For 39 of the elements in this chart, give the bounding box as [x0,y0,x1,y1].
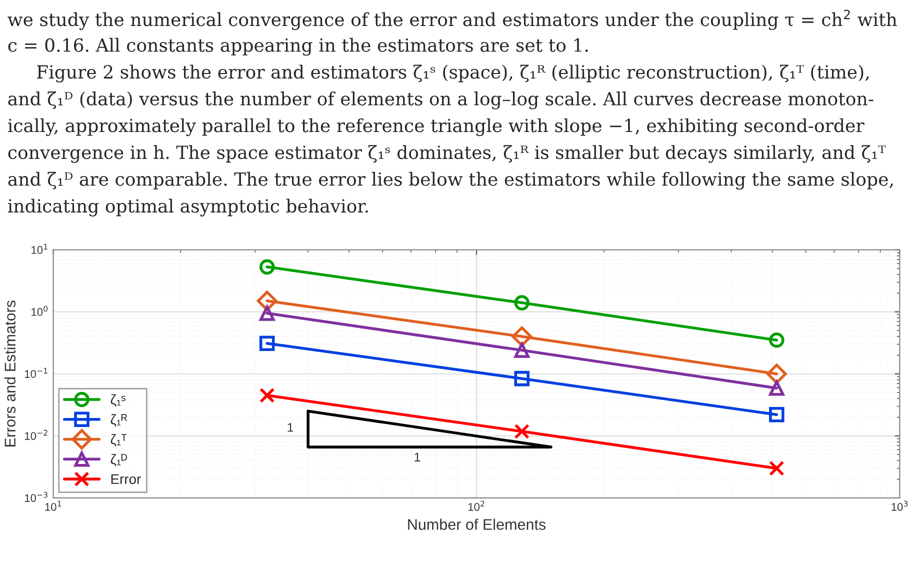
x-tick-label: 10$^{1}$ [45,500,62,511]
y-tick-label: 10$^{−2}$ [24,430,48,440]
text: Figure 2 shows the error and estimators ζ₁ˢ (space), ζ₁ᴿ (elliptic reconstruction), ζ₁ᵀ (time), [37,64,869,82]
x-tick-label: 10$^{3}$ [892,500,908,511]
y-tick-label: 10$^{−1}$ [24,368,48,378]
annotation: 1 [288,423,294,432]
text: c = 0.16. All constants appearing in the estimators are set to 1. [8,38,588,56]
point [259,306,275,321]
text: we study the numerical convergence of the error and estimators under the coupling τ = ch$^{2}$ with [8,10,897,30]
text: and ζ₁ᴰ (data) versus the number of elements on a log–log scale. All curves decrease monoton- [8,92,874,110]
point [514,424,530,440]
legend-label: ζ₁ᴰ [110,454,128,466]
text: indicating optimal asymptotic behavior. [8,198,368,216]
point [769,460,784,476]
annotation: 1 [414,452,420,462]
point [769,407,784,422]
x-tick-label: 10$^{2}$ [468,500,484,511]
y-tick-label: 10$^{−3}$ [24,492,48,502]
point [514,370,530,386]
point [769,380,784,396]
y-axis-title: Errors and Estimators [4,300,16,446]
legend-label: ζ₁ᴿ [110,414,128,427]
y-tick-label: 10$^{0}$ [32,306,48,316]
point [766,364,787,384]
point [512,326,532,347]
point [514,295,530,310]
point [259,259,275,275]
y-tick-label: 10$^{1}$ [32,244,48,254]
text: and ζ₁ᴰ are comparable. The true error lies below the estimators while following the same slope, [8,172,893,190]
legend-label: ζ₁ˢ [110,394,126,407]
legend-label: Error [111,474,141,484]
x-axis-title: Number of Elements [408,518,546,530]
legend-label: ζ₁ᵀ [110,434,127,447]
text: ically, approximately parallel to the reference triangle with slope −1, exhibiting second-order [8,118,864,136]
point [514,342,530,358]
point [259,388,275,404]
point [259,336,275,352]
point [769,332,784,348]
text: convergence in h. The space estimator ζ₁ˢ dominates, ζ₁ᴿ is smaller but decays similarly, and ζ₁ᵀ [8,145,886,163]
